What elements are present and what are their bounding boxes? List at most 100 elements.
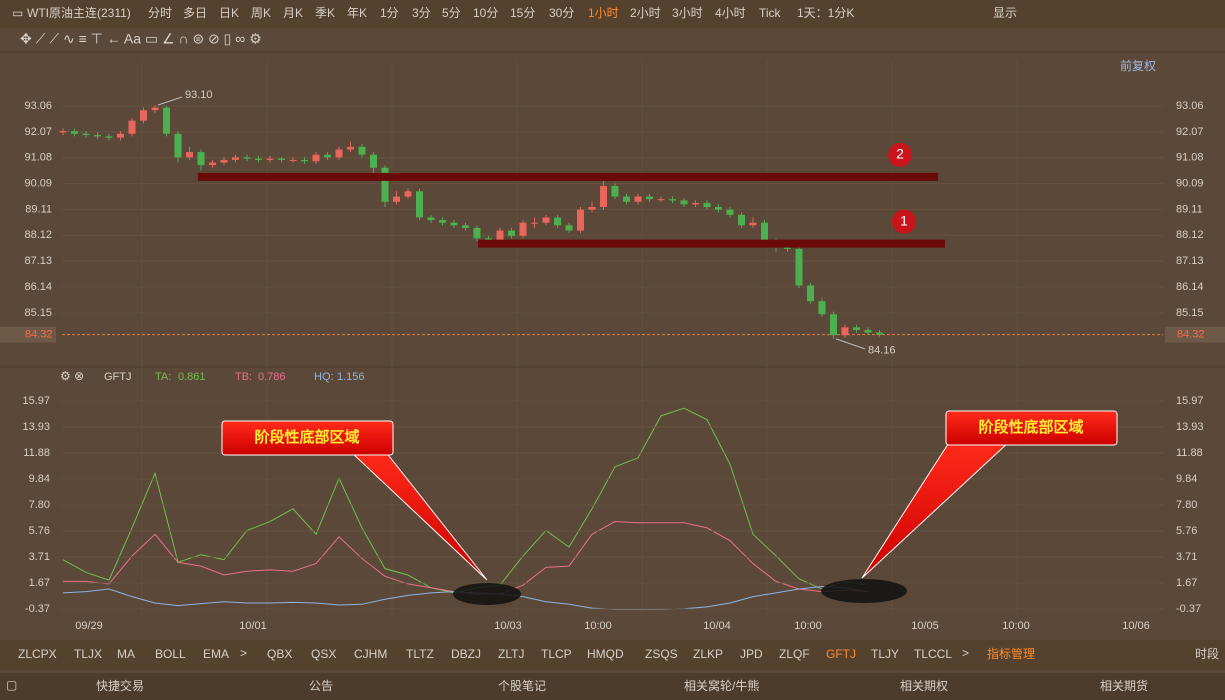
- period-tab[interactable]: 2小时: [630, 6, 661, 20]
- y-tick-label: 92.07: [24, 126, 52, 138]
- indicator-tab[interactable]: ZLQF: [779, 647, 810, 661]
- level-bar: [198, 172, 938, 181]
- candle-body: [312, 154, 320, 162]
- candle-body: [588, 207, 596, 210]
- indicator-tab[interactable]: CJHM: [354, 647, 387, 661]
- adjust[interactable]: 前复权: [1120, 58, 1156, 73]
- indicator-tab[interactable]: TLJX: [74, 647, 102, 661]
- indicator-tab[interactable]: MA: [117, 647, 135, 661]
- range[interactable]: 1天：1分K: [797, 6, 854, 20]
- tabs-bg: [0, 640, 1225, 670]
- indicator-tab[interactable]: BOLL: [155, 647, 186, 661]
- candle-body: [266, 158, 274, 160]
- tool-icons[interactable]: ✥ ⟋ ⟋ ∿ ≡ ⊤ ← Aa ▭ ∠ ∩ ⊜ ⊘ ▯ ∞ ⚙: [20, 31, 262, 47]
- period-tab[interactable]: 年K: [347, 6, 367, 20]
- y-tick-label: 87.13: [1176, 255, 1204, 267]
- candle-body: [427, 217, 435, 221]
- indicator-tab[interactable]: EMA: [203, 647, 229, 661]
- high-pointer: [157, 96, 183, 106]
- period-tab[interactable]: 分时: [148, 6, 172, 20]
- y-tick-label: 91.08: [24, 152, 52, 164]
- icon[interactable]: ▢: [6, 678, 17, 692]
- period-tab[interactable]: 季K: [315, 6, 335, 20]
- bottom-tab[interactable]: 快捷交易: [96, 678, 144, 693]
- period-tab[interactable]: 4小时: [715, 6, 746, 20]
- candle-body: [554, 217, 561, 226]
- candle-body: [726, 209, 734, 215]
- bottom-zone: [453, 583, 521, 605]
- period-tab[interactable]: 5分: [442, 6, 461, 20]
- candle-body: [416, 191, 423, 218]
- y-tick-label: 86.14: [24, 281, 52, 293]
- indicator-tab[interactable]: HMQD: [587, 647, 624, 661]
- period-tab[interactable]: 3分: [412, 6, 431, 20]
- period-tab[interactable]: 10分: [473, 6, 498, 20]
- period-tab[interactable]: Tick: [759, 6, 782, 20]
- candle-body: [542, 217, 550, 223]
- x-tick-label: 10/03: [494, 620, 522, 632]
- icon[interactable]: >: [240, 646, 247, 660]
- indicator-tab[interactable]: TLJY: [871, 647, 899, 661]
- indicator-tab[interactable]: ZLKP: [693, 647, 723, 661]
- indicator-tab[interactable]: ZLCPX: [18, 647, 57, 661]
- bottom-tab[interactable]: 个股笔记: [498, 678, 546, 693]
- indicator-name: GFTJ: [104, 371, 132, 383]
- bottom-tab[interactable]: 相关窝轮/牛熊: [684, 678, 759, 693]
- y-tick-label: -0.37: [1176, 603, 1201, 615]
- level-number: 2: [896, 146, 904, 162]
- manage-tab[interactable]: 指标管理: [987, 646, 1035, 661]
- callout-text: 阶段性底部区域: [254, 428, 359, 446]
- period-tab[interactable]: 月K: [283, 6, 303, 20]
- display[interactable]: 显示: [993, 6, 1017, 20]
- candle-body: [807, 285, 814, 302]
- period-tab[interactable]: 日K: [219, 6, 239, 20]
- y-tick-label: 88.12: [1176, 229, 1204, 241]
- callout-box: [221, 420, 394, 456]
- indicator-tab[interactable]: JPD: [740, 647, 763, 661]
- indicator-tab[interactable]: QBX: [267, 647, 292, 661]
- candle-body: [347, 146, 354, 150]
- candle-body: [703, 203, 711, 208]
- candle-body: [450, 222, 458, 226]
- indicator-tab[interactable]: TLCCL: [914, 647, 952, 661]
- candle-body: [105, 136, 113, 138]
- y-tick-label: 15.97: [1176, 395, 1204, 407]
- period-tab[interactable]: 多日: [183, 6, 207, 20]
- period-tab[interactable]: 15分: [510, 6, 535, 20]
- indicator-tab[interactable]: TLCP: [541, 647, 572, 661]
- level-bar: [478, 239, 945, 248]
- indicator-tab[interactable]: GFTJ: [826, 647, 856, 661]
- candle-body: [117, 133, 124, 138]
- candle-body: [519, 222, 527, 236]
- last-price-box: [1165, 326, 1225, 343]
- candle-body: [439, 220, 446, 223]
- y-tick-label: 91.08: [1176, 152, 1204, 164]
- period-tab[interactable]: 30分: [549, 6, 574, 20]
- icon[interactable]: ▭: [12, 6, 23, 20]
- indicator-tab[interactable]: ZLTJ: [498, 647, 524, 661]
- y-tick-label: 85.15: [24, 307, 52, 319]
- callout-text: 阶段性底部区域: [978, 418, 1083, 436]
- bottom-tab[interactable]: 公告: [309, 679, 333, 693]
- icon[interactable]: >: [962, 646, 969, 660]
- period-tab[interactable]: 时段: [1195, 646, 1219, 661]
- y-tick-label: 7.80: [29, 499, 50, 511]
- icon[interactable]: ⚙ ⊗: [60, 369, 84, 383]
- period-tab[interactable]: 1分: [380, 6, 399, 20]
- candle-body: [669, 199, 676, 201]
- indicator-tab[interactable]: TLTZ: [406, 647, 434, 661]
- y-tick-label: 5.76: [1176, 525, 1197, 537]
- bottom-tab[interactable]: 相关期货: [1100, 678, 1148, 693]
- period-tab[interactable]: 3小时: [672, 6, 703, 20]
- indicator-tab[interactable]: ZSQS: [645, 647, 678, 661]
- bottom-tab[interactable]: 相关期权: [900, 679, 948, 693]
- indicator-tab[interactable]: QSX: [311, 647, 336, 661]
- period-tab[interactable]: 周K: [251, 6, 271, 20]
- symbol[interactable]: WTI原油主连(2311): [27, 5, 131, 20]
- x-tick-label: 10/06: [1122, 620, 1150, 632]
- indicator-tab[interactable]: DBZJ: [451, 647, 481, 661]
- y-tick-label: 13.93: [1176, 421, 1204, 433]
- candle-body: [577, 209, 584, 231]
- candle-body: [301, 159, 308, 162]
- period-tab[interactable]: 1小时: [588, 6, 619, 20]
